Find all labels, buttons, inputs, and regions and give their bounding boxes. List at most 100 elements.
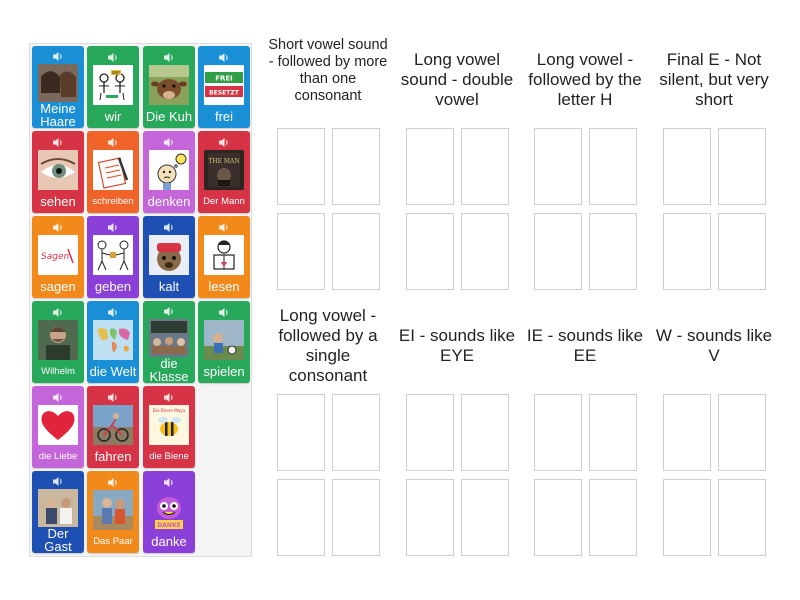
drop-slot[interactable]	[332, 213, 380, 290]
group-title: Long vowel - followed by a single conson…	[278, 306, 378, 385]
speaker-icon[interactable]	[52, 306, 64, 318]
thinking-drawing-image	[149, 150, 189, 190]
drop-slot[interactable]	[663, 128, 711, 205]
speaker-icon[interactable]	[218, 136, 230, 148]
drop-slot[interactable]	[406, 128, 454, 205]
world-map-image	[93, 320, 133, 360]
card-label: die Biene	[149, 450, 189, 462]
word-card[interactable]: WIR wir	[87, 46, 139, 128]
word-card[interactable]: spielen	[198, 301, 250, 383]
drop-slot[interactable]	[589, 128, 637, 205]
speaker-icon[interactable]	[107, 306, 119, 318]
word-card[interactable]: Wilhelm	[32, 301, 84, 383]
drop-slot[interactable]	[332, 394, 380, 471]
drop-slot[interactable]	[461, 394, 509, 471]
drop-slot[interactable]	[461, 213, 509, 290]
speaker-icon[interactable]	[107, 221, 119, 233]
speaker-icon[interactable]	[107, 51, 119, 63]
speaker-icon[interactable]	[218, 51, 230, 63]
drop-slot[interactable]	[277, 128, 325, 205]
card-label: Die Kuh	[145, 109, 193, 124]
drop-slot[interactable]	[663, 213, 711, 290]
cycling-photo-image	[93, 405, 133, 445]
svg-text:THE MAN: THE MAN	[208, 158, 239, 165]
card-label: fahren	[94, 449, 132, 464]
word-card[interactable]: lesen	[198, 216, 250, 298]
speaker-icon[interactable]	[52, 221, 64, 233]
word-card[interactable]: die Klasse	[143, 301, 195, 383]
drop-slot[interactable]	[718, 213, 766, 290]
speaker-icon[interactable]	[52, 51, 64, 62]
drop-slot[interactable]	[332, 479, 380, 556]
drop-slot[interactable]	[663, 479, 711, 556]
group-title: Final E - Not silent, but very short	[659, 50, 769, 109]
drop-slot[interactable]	[663, 394, 711, 471]
word-card[interactable]: Das Paar	[87, 471, 139, 553]
drop-slot[interactable]	[461, 128, 509, 205]
card-label: lesen	[208, 279, 240, 294]
drop-slot[interactable]	[277, 479, 325, 556]
card-label: denken	[147, 194, 191, 209]
speaker-icon[interactable]	[218, 221, 230, 233]
drop-slot[interactable]	[406, 479, 454, 556]
speaker-icon[interactable]	[163, 476, 175, 488]
speaker-icon[interactable]	[52, 476, 64, 487]
word-card[interactable]: THE MAN Der Mann	[198, 131, 250, 213]
word-card[interactable]: Die Biene Maya die Biene	[143, 386, 195, 468]
speaker-icon[interactable]	[163, 51, 175, 63]
drop-slot[interactable]	[277, 394, 325, 471]
word-card[interactable]: schreiben	[87, 131, 139, 213]
word-card[interactable]: Der Gast	[32, 471, 84, 553]
card-label: sagen	[40, 279, 76, 294]
speaker-icon[interactable]	[163, 221, 175, 233]
word-card[interactable]: fahren	[87, 386, 139, 468]
drop-slot[interactable]	[589, 394, 637, 471]
svg-text:FREI: FREI	[215, 75, 233, 83]
drop-slot[interactable]	[589, 213, 637, 290]
drop-slot[interactable]	[332, 128, 380, 205]
card-label: frei	[214, 109, 234, 124]
speaker-icon[interactable]	[107, 476, 119, 488]
drop-slot[interactable]	[718, 128, 766, 205]
word-card[interactable]: geben	[87, 216, 139, 298]
speaker-icon[interactable]	[218, 306, 230, 318]
drop-slot[interactable]	[534, 479, 582, 556]
drop-slot[interactable]	[534, 128, 582, 205]
drop-slot[interactable]	[718, 394, 766, 471]
word-card[interactable]: Sagen sagen	[32, 216, 84, 298]
word-card[interactable]: kalt	[143, 216, 195, 298]
card-label: wir	[104, 109, 122, 124]
speaker-icon[interactable]	[107, 391, 119, 403]
word-card[interactable]: Die Kuh	[143, 46, 195, 128]
drop-slot[interactable]	[589, 479, 637, 556]
cold-dog-photo-image	[149, 235, 189, 275]
group-title: EI - sounds like EYE	[398, 326, 516, 365]
word-card[interactable]: DANKE danke	[143, 471, 195, 553]
word-card[interactable]: die Liebe	[32, 386, 84, 468]
drop-slot[interactable]	[461, 479, 509, 556]
drop-slot[interactable]	[277, 213, 325, 290]
drop-slot[interactable]	[406, 213, 454, 290]
word-card[interactable]: FREI BESETZT frei	[198, 46, 250, 128]
speaker-icon[interactable]	[163, 306, 175, 317]
group-title: Short vowel sound - followed by more tha…	[268, 37, 388, 104]
card-label: Meine Haare	[40, 101, 76, 129]
word-card[interactable]: denken	[143, 131, 195, 213]
speaker-icon[interactable]	[52, 391, 64, 403]
card-label: geben	[94, 279, 132, 294]
svg-text:BESETZT: BESETZT	[209, 90, 240, 97]
couple-photo-image	[93, 490, 133, 530]
drop-slot[interactable]	[718, 479, 766, 556]
drop-slot[interactable]	[534, 394, 582, 471]
speaker-icon[interactable]	[107, 136, 119, 148]
svg-text:Sagen: Sagen	[41, 252, 69, 262]
drop-slot[interactable]	[534, 213, 582, 290]
word-card[interactable]: die Welt	[87, 301, 139, 383]
card-label: danke	[151, 534, 187, 549]
speaker-icon[interactable]	[163, 391, 175, 403]
speaker-icon[interactable]	[52, 136, 64, 148]
drop-slot[interactable]	[406, 394, 454, 471]
word-card[interactable]: sehen	[32, 131, 84, 213]
word-card[interactable]: Meine Haare	[32, 46, 84, 128]
speaker-icon[interactable]	[163, 136, 175, 148]
